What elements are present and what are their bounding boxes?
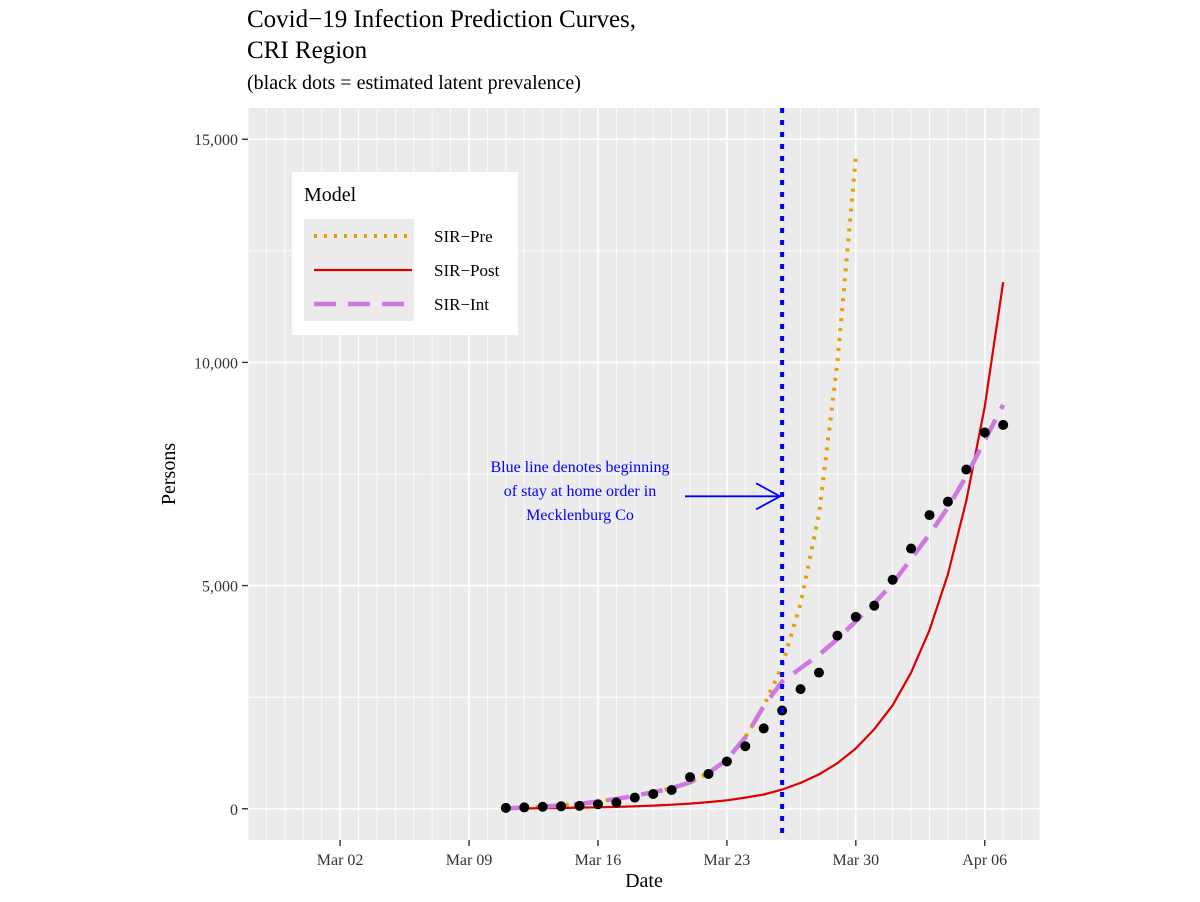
x-tick-label: Mar 02 [317,852,364,869]
legend-label: SIR−Int [434,295,489,314]
y-axis-title: Persons [158,443,180,505]
x-axis-title: Date [625,870,663,892]
data-point [961,464,972,475]
series-line-sir-int [505,403,1006,811]
data-point [832,630,843,641]
x-tick-label: Mar 09 [446,852,493,869]
data-point [924,510,935,521]
legend-label: SIR−Pre [434,227,493,246]
axes: Mar 02 Mar 09 Mar 16 Mar 23 Mar 30 Apr 06 0 5,0… [158,132,1007,892]
data-point [519,802,530,813]
data-point [556,801,567,812]
annotation-arrow-head [755,482,783,511]
data-point [721,756,732,767]
x-tick-label: Apr 06 [962,852,1007,869]
data-point [979,427,990,438]
data-point [998,419,1009,430]
data-point [906,543,917,554]
data-point [850,611,861,622]
data-point [648,789,659,800]
data-point [629,792,640,803]
legend-key-bg [304,219,414,253]
data-point [758,723,769,734]
data-point [942,496,953,507]
data-point [592,799,603,810]
y-tick-label: 15,000 [194,132,238,149]
annotation-line: Blue line denotes beginning [490,459,669,476]
data-point [685,772,696,783]
data-point [703,768,714,779]
y-tick-label: 5,000 [202,579,238,596]
series-line-sir-post [505,281,1005,810]
prevalence-points [500,419,1009,813]
chart-subtitle: (black dots = estimated latent prevalenc… [247,72,581,94]
y-tick-label: 10,000 [194,355,238,372]
legend: Model SIR−Pre SIR−Post SIR−Int [292,172,518,335]
x-tick-label: Mar 16 [575,852,622,869]
data-point [795,684,806,695]
data-point [813,667,824,678]
annotation-line: of stay at home order in [504,483,656,500]
legend-title: Model [304,184,357,206]
data-point [740,741,751,752]
data-point [611,797,622,808]
major-gridlines [248,108,1040,840]
data-point [500,802,511,813]
x-tick-label: Mar 23 [704,852,751,869]
data-point [666,785,677,796]
data-point [574,800,585,811]
series-layer [505,156,1006,811]
chart-title: Covid−19 Infection Prediction Curves, CR… [247,6,637,64]
annotation: Blue line denotes beginning of stay at ho… [490,459,783,524]
annotation-line: Mecklenburg Co [526,507,634,524]
legend-label: SIR−Post [434,261,500,280]
data-point [887,574,898,585]
x-tick-label: Mar 30 [832,852,879,869]
data-point [869,600,880,611]
data-point [537,801,548,812]
y-tick-label: 0 [230,802,238,819]
